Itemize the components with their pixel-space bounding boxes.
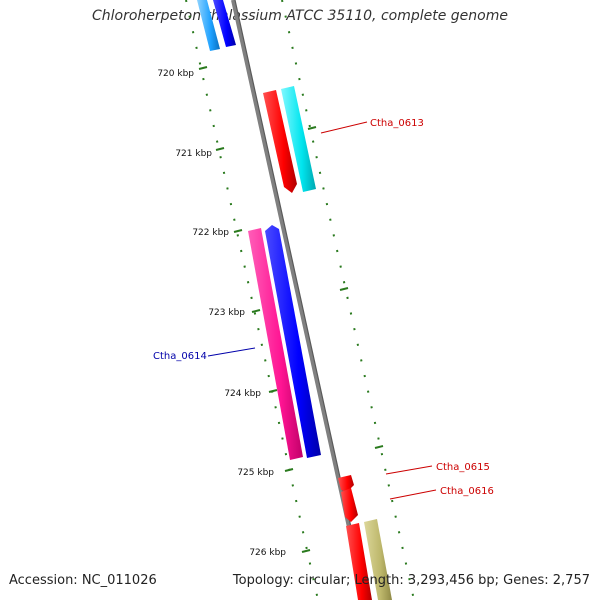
- inner-ruler-tick-722: [233, 229, 243, 233]
- leader-ctha-0615: [385, 465, 433, 475]
- outer-ruler-major-tick-3: [374, 445, 384, 449]
- gene-ctha-0613-cyan[interactable]: [281, 86, 316, 192]
- gene-ctha-0613-red[interactable]: [263, 90, 297, 193]
- gene-ctha-0614-blue[interactable]: [265, 225, 321, 458]
- ruler-label-723: 723 kbp: [208, 308, 245, 318]
- gene-ctha-0615-red[interactable]: [338, 475, 354, 492]
- ruler-label-720: 720 kbp: [157, 69, 194, 79]
- map-title: Chloroherpeton thalassium ATCC 35110, co…: [92, 8, 508, 24]
- gene-label-ctha-0613[interactable]: Ctha_0613: [370, 118, 424, 129]
- outer-ruler-major-tick-1: [307, 126, 317, 130]
- ruler-label-722: 722 kbp: [192, 228, 229, 238]
- inner-ruler-tick-721: [215, 147, 225, 151]
- ruler-label-721: 721 kbp: [175, 149, 212, 159]
- accession-text: Accession: NC_011026: [9, 573, 157, 588]
- inner-ruler-tick-725: [284, 468, 294, 472]
- gene-ctha-0616-red[interactable]: [341, 488, 358, 522]
- feature-red-bottom[interactable]: [346, 523, 372, 600]
- gene-label-ctha-0616[interactable]: Ctha_0616: [440, 486, 494, 497]
- outer-ruler-major-tick-2: [339, 287, 349, 291]
- leader-ctha-0614: [207, 347, 256, 357]
- gene-label-ctha-0615[interactable]: Ctha_0615: [436, 462, 490, 473]
- ruler-label-726: 726 kbp: [249, 548, 286, 558]
- genome-summary-text: Topology: circular; Length: 3,293,456 bp…: [232, 573, 590, 588]
- gene-ctha-0614-pink[interactable]: [248, 228, 303, 460]
- gene-label-ctha-0614[interactable]: Ctha_0614: [153, 351, 207, 362]
- ruler-label-725: 725 kbp: [237, 468, 274, 478]
- inner-ruler-tick-723: [251, 309, 261, 313]
- leader-ctha-0616: [389, 489, 437, 500]
- feature-khaki-bottom[interactable]: [364, 519, 392, 600]
- ruler-label-724: 724 kbp: [224, 389, 261, 399]
- inner-ruler-tick-726: [301, 549, 311, 553]
- inner-ruler-tick-720: [198, 66, 208, 70]
- leader-ctha-0613: [320, 121, 368, 134]
- inner-ruler-tick-724: [268, 389, 278, 393]
- feature-skyblue-top[interactable]: [197, 0, 220, 51]
- feature-blue-top[interactable]: [213, 0, 236, 47]
